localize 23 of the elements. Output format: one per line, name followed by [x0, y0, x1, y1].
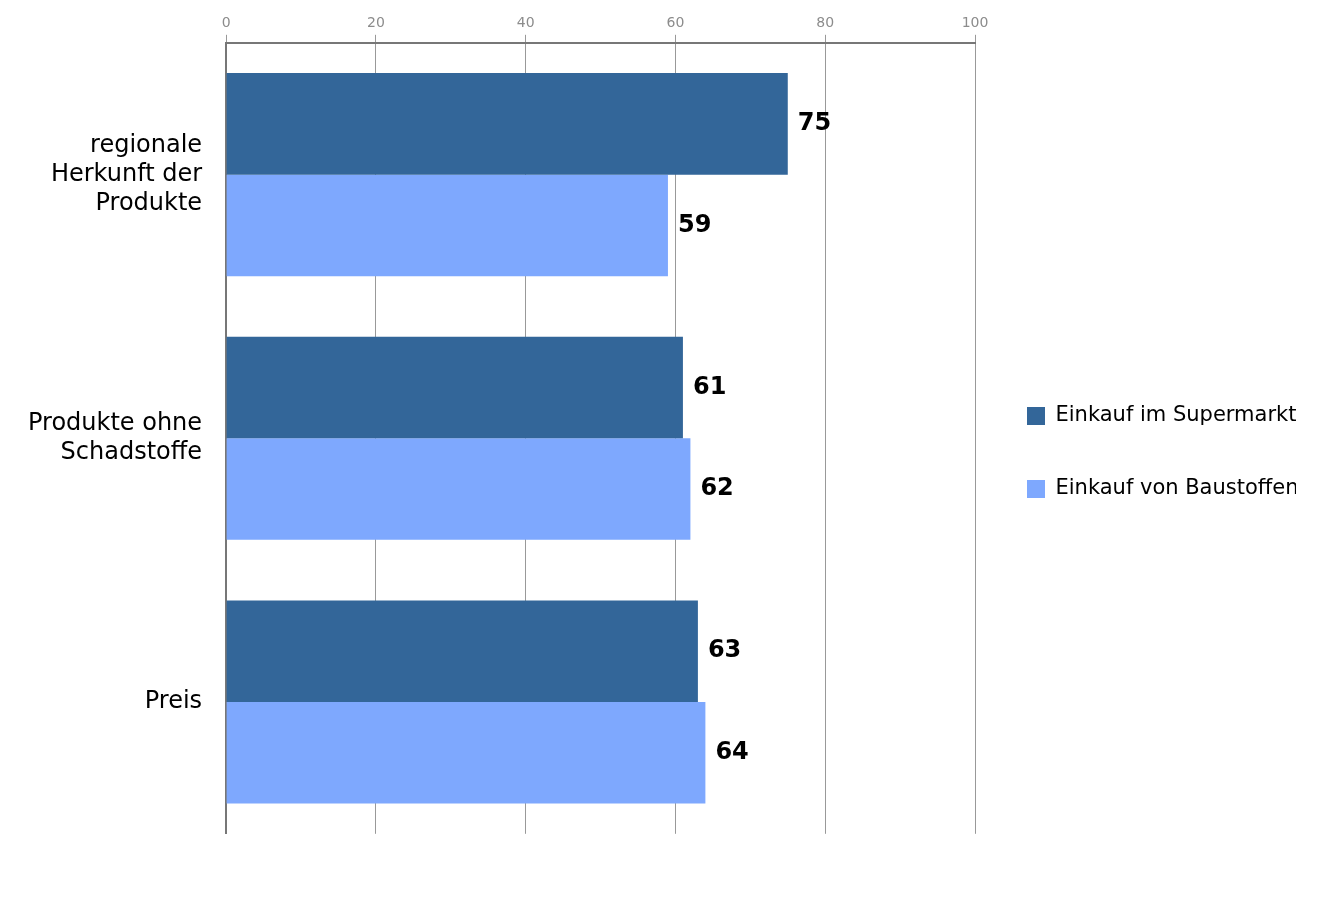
legend-label: Einkauf im Supermarkt: [1055, 402, 1297, 427]
x-tick-label: 20: [366, 14, 385, 31]
data-label: 64: [715, 736, 749, 765]
x-tick-label: 60: [666, 14, 685, 31]
y-tick-label: regionale Herkunft der Produkte: [50, 130, 203, 216]
y-tick-label: Produkte ohne Schadstoffe: [28, 408, 203, 465]
data-label: 59: [677, 209, 712, 238]
data-label: 75: [797, 108, 832, 137]
x-tick-label: 100: [961, 14, 989, 31]
data-label: 62: [700, 473, 734, 502]
bar: [226, 701, 706, 804]
bar: [226, 438, 691, 540]
x-tick-label: 0: [221, 14, 231, 31]
bar: [226, 174, 668, 277]
legend-label: Einkauf von Baustoffen: [1055, 475, 1299, 500]
bar: [226, 336, 683, 439]
bar: [226, 600, 698, 702]
x-tick-label: 80: [816, 14, 835, 31]
x-tick-label: 40: [516, 14, 535, 31]
data-label: 63: [707, 635, 742, 664]
bar: [226, 73, 788, 175]
data-label: 61: [692, 371, 727, 400]
y-tick-label: Preis: [144, 686, 203, 715]
